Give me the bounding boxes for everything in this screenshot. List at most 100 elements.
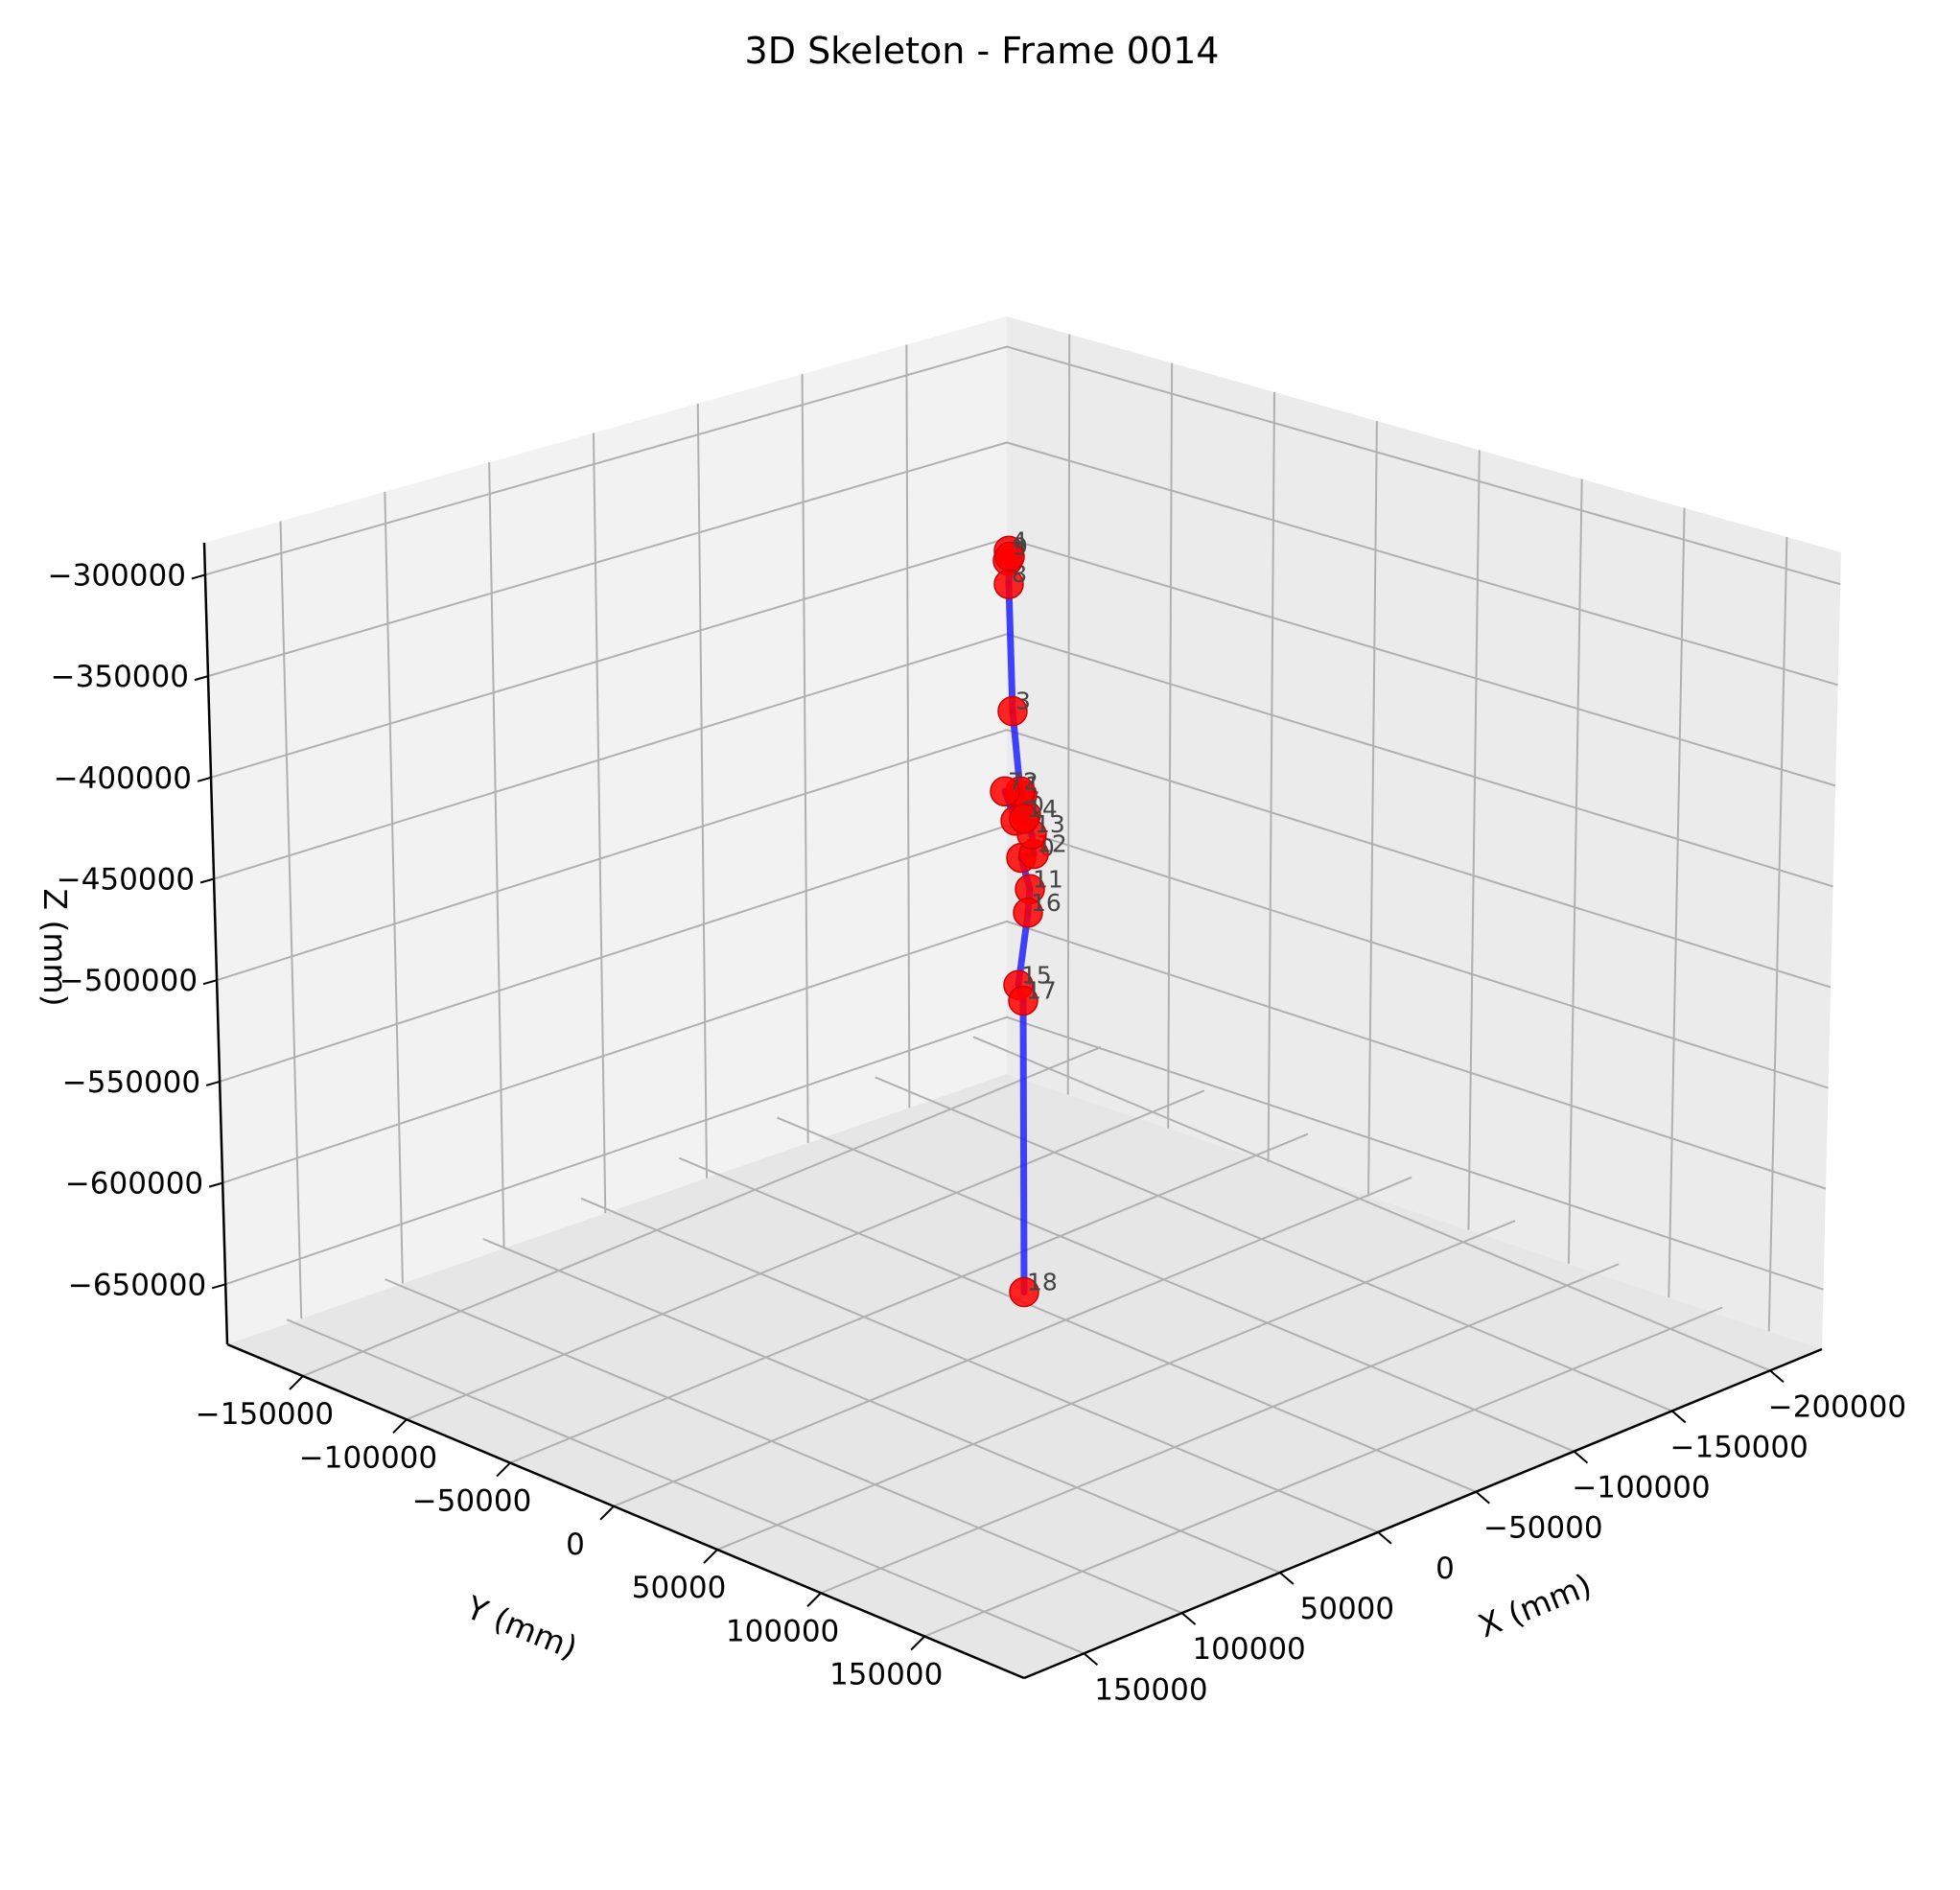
x-grid-line [1167,362,1174,1129]
y-tick-mark [910,1635,925,1651]
x-grid-line [1367,421,1378,1197]
z-tick-mark [211,1283,226,1290]
y-grid-line [696,403,708,1178]
joint-label: 14 [1027,795,1058,823]
x-floor-grid-line [875,1076,1673,1412]
joint-label: 9 [1013,533,1028,561]
y-grid-line [592,432,607,1214]
x-floor-grid-line [385,1278,1183,1615]
x-grid-line [1668,507,1686,1298]
x-tick-mark [1475,1490,1490,1505]
x-tick-label: −150000 [1670,1430,1808,1464]
y-tick-mark [703,1549,718,1564]
z-tick-mark [205,1080,221,1086]
z-tick-label: −300000 [48,558,186,593]
x-tick-label: −50000 [1483,1511,1603,1546]
joint-point [1013,898,1043,928]
z-tick-mark [208,1181,223,1188]
grid-lines [204,334,1841,1655]
y-grid-line [279,521,303,1319]
y-grid-line [384,491,404,1284]
joint-label: 11 [1033,865,1063,893]
axis-ticks: −300000−350000−400000−450000−500000−5500… [48,558,1906,1707]
x-tick-mark [1671,1410,1687,1424]
joint-point [1009,804,1039,834]
x-tick-mark [1769,1369,1785,1384]
x-tick-label: 100000 [1192,1632,1305,1667]
z-tick-mark [194,675,209,682]
z-axis-label: Z (mm) [36,888,74,1006]
joint-label: 18 [1027,1269,1058,1296]
x-floor-grid-line [777,1116,1575,1453]
z-tick-label: −400000 [54,761,192,796]
z-tick-label: −500000 [59,964,198,998]
joint-label: 3 [1015,688,1031,715]
x-tick-mark [1083,1652,1099,1667]
joint-point [994,541,1025,572]
z-tick-mark [197,776,212,782]
z-grid-line [216,729,1832,989]
y-axis-line [226,1342,1025,1680]
x-tick-mark [1377,1531,1392,1545]
z-tick-label: −600000 [65,1167,203,1202]
x-floor-grid-line [482,1238,1281,1574]
x-floor-grid-line [972,1036,1771,1372]
x-tick-mark [1180,1612,1197,1625]
z-tick-label: −650000 [68,1268,206,1302]
y-floor-grid-line [302,1046,1102,1377]
joint-point [997,695,1028,727]
x-tick-mark [1573,1450,1589,1464]
z-tick-mark [199,877,215,884]
joint-point [1009,1276,1039,1308]
z-tick-mark [202,979,218,986]
x-floor-grid-line [580,1197,1379,1533]
z-grid-line [213,633,1833,888]
y-floor-grid-line [820,1263,1620,1595]
chart-title: 3D Skeleton - Frame 0014 [745,30,1220,72]
x-grid-line [1767,536,1788,1332]
x-floor-grid-line [287,1318,1085,1655]
x-tick-label: −200000 [1768,1389,1906,1424]
y-grid-line [801,374,809,1143]
x-tick-label: 0 [1435,1552,1455,1586]
x-grid-line [1567,478,1583,1264]
y-tick-label: 50000 [632,1571,727,1605]
x-tick-label: −100000 [1572,1471,1710,1505]
y-tick-label: −50000 [412,1484,532,1519]
y-tick-label: 150000 [829,1658,943,1692]
joint-label: 15 [1021,961,1052,989]
z-tick-label: −550000 [62,1065,200,1100]
y-tick-label: −100000 [299,1440,437,1475]
y-floor-grid-line [406,1089,1205,1421]
z-tick-label: −450000 [57,863,195,898]
y-tick-label: 100000 [726,1614,839,1648]
y-tick-label: −150000 [196,1397,334,1432]
y-floor-grid-line [509,1132,1309,1464]
x-grid-line [1267,391,1276,1163]
joint-label: 13 [1035,810,1065,838]
y-floor-grid-line [716,1220,1516,1551]
x-grid-line [1467,450,1481,1230]
x-floor-grid-line [678,1156,1477,1493]
z-grid-line [204,345,1841,586]
x-tick-label: 150000 [1094,1672,1207,1707]
joint-label: 2 [1023,767,1038,795]
z-tick-mark [191,573,206,580]
z-grid-line [224,1015,1824,1291]
y-tick-label: 0 [566,1528,585,1562]
joint-label: 16 [1031,889,1062,917]
x-axis-line [1023,1347,1823,1680]
pane-right [1007,316,1841,1349]
joint-point [1008,985,1038,1016]
bone-segment [1019,997,1028,1296]
y-grid-line [905,344,911,1108]
x-tick-label: 50000 [1300,1592,1395,1626]
skeleton-joints: 0123456789101112131415161718 [990,526,1067,1308]
y-floor-grid-line [923,1306,1723,1638]
z-grid-line [222,920,1827,1190]
joint-label: 7 [1008,767,1023,795]
y-tick-mark [806,1592,822,1607]
y-tick-mark [599,1505,615,1521]
x-grid-line [1066,334,1071,1095]
